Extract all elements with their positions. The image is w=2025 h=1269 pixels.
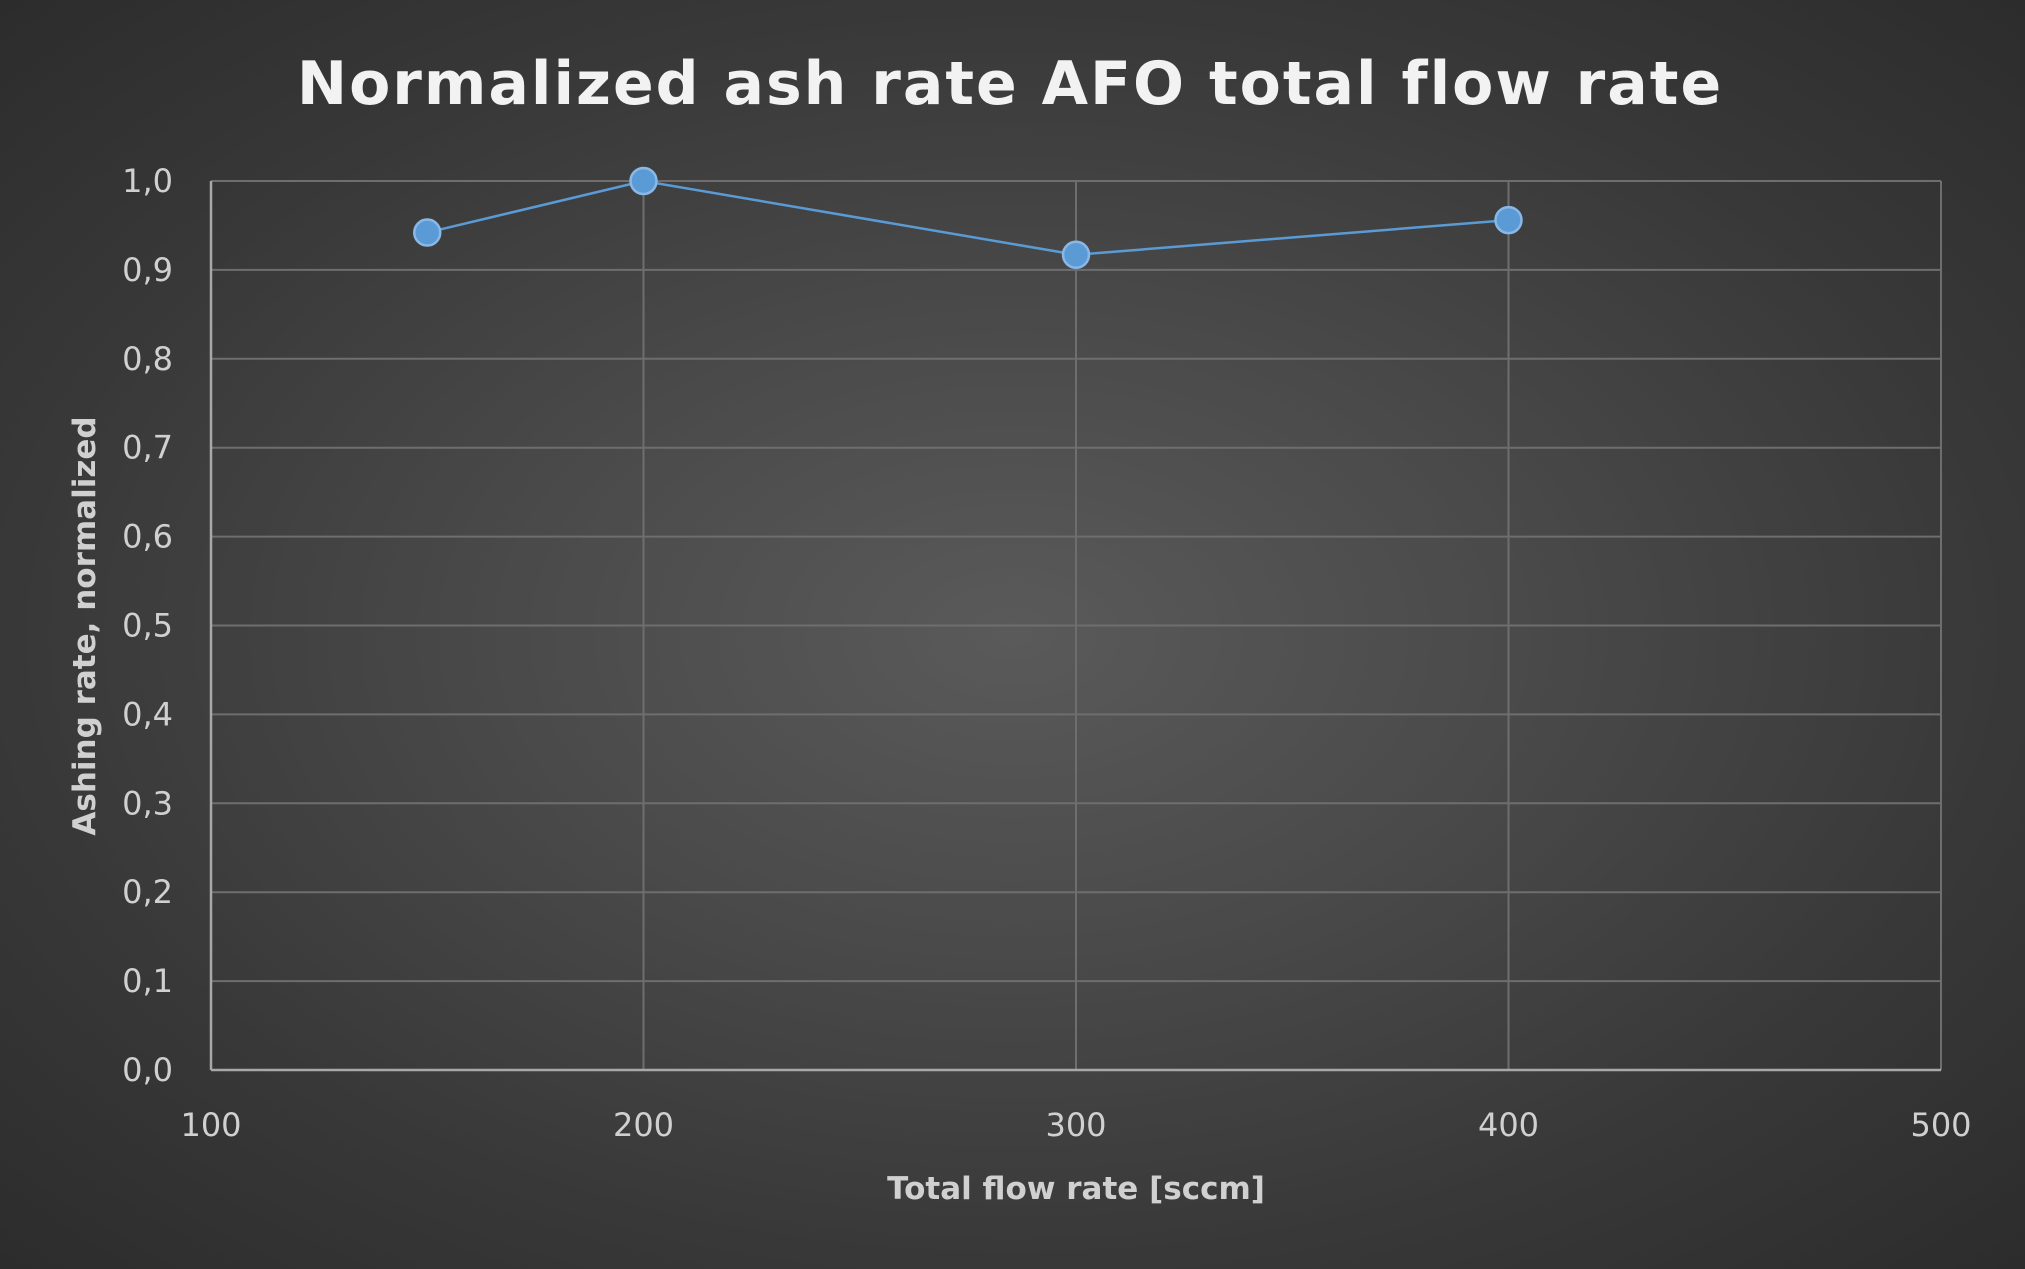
y-tick-label: 0,6 xyxy=(122,518,173,556)
y-tick-label: 0,1 xyxy=(122,962,173,1000)
x-tick-label: 300 xyxy=(1045,1106,1106,1144)
x-tick-label: 400 xyxy=(1478,1106,1539,1144)
y-tick-label: 0,4 xyxy=(122,695,173,733)
y-tick-label: 0,3 xyxy=(122,784,173,822)
series-line xyxy=(426,179,1509,257)
data-series xyxy=(413,166,1523,270)
chart-title: Normalized ash rate AFO total flow rate xyxy=(297,49,1723,119)
y-tick-label: 0,5 xyxy=(122,607,173,645)
x-tick-label: 200 xyxy=(613,1106,674,1144)
y-tick-label: 1,0 xyxy=(122,162,173,200)
x-tick-label: 500 xyxy=(1910,1106,1971,1144)
y-tick-label: 0,0 xyxy=(122,1051,173,1089)
axes xyxy=(209,181,1941,1072)
x-axis-tick-labels: 100 200 300 400 500 xyxy=(180,1106,1971,1144)
y-tick-label: 0,9 xyxy=(122,251,173,289)
y-tick-label: 0,8 xyxy=(122,340,173,378)
data-point xyxy=(413,218,442,247)
x-axis-title: Total flow rate [sccm] xyxy=(887,1171,1265,1207)
data-point xyxy=(1061,240,1091,270)
data-point xyxy=(629,166,658,196)
y-tick-label: 0,2 xyxy=(122,873,173,911)
grid xyxy=(211,180,1942,1070)
y-axis-title: Ashing rate, normalized xyxy=(67,416,103,835)
y-tick-label: 0,7 xyxy=(122,429,173,467)
x-tick-label: 100 xyxy=(180,1106,241,1144)
data-point xyxy=(1494,205,1523,235)
y-axis-tick-labels: 0,0 0,1 0,2 0,3 0,4 0,5 0,6 0,7 0,8 0,9 1,0 xyxy=(122,162,173,1089)
